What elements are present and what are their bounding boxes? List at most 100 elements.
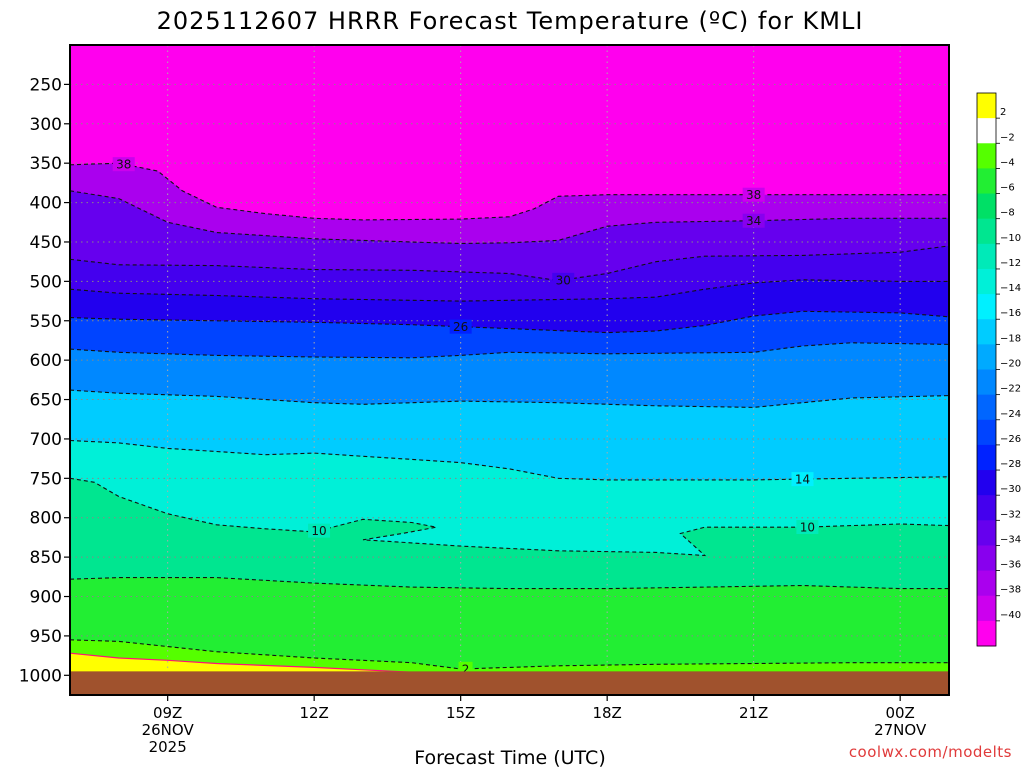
isotherm-label: 38: [116, 158, 131, 172]
y-tick-label: 700: [30, 430, 62, 450]
isotherm-label-bg: [552, 272, 575, 287]
x-tick-label: 09Z: [153, 704, 182, 722]
colorbar-label: −28: [1000, 459, 1021, 470]
colorbar-label: −6: [1000, 183, 1015, 194]
colorbar-swatch: [977, 193, 996, 220]
colorbar-swatch: [977, 570, 996, 597]
isotherm-label: 10: [800, 521, 815, 535]
colorbar-label: −22: [1000, 384, 1021, 395]
colorbar-swatch: [977, 143, 996, 169]
colorbar-swatch: [977, 168, 996, 195]
colorbar-swatch: [977, 444, 996, 471]
colorbar-label: −4: [1000, 157, 1015, 168]
x-tick-label: 00Z: [885, 704, 914, 722]
credit-text: coolwx.com/modelts: [849, 743, 1012, 761]
colorbar-label: −14: [1000, 283, 1021, 294]
colorbar-label: −32: [1000, 509, 1021, 520]
isotherm-label-bg: [791, 472, 814, 487]
isotherm-label-bg: [308, 523, 331, 538]
chart-title: 2025112607 HRRR Forecast Temperature (ºC…: [157, 7, 864, 35]
colorbar-label: −30: [1000, 484, 1021, 495]
isotherm-label: 38: [746, 188, 761, 202]
colorbar-swatch: [977, 369, 996, 396]
colorbar-legend: 2 −2 −4 −6 −8 −10 −12 −14 −16 −18 −20 −22 −24 −26 −28 −…: [976, 92, 1021, 647]
colorbar-swatch: [977, 93, 996, 119]
colorbar-label: −18: [1000, 333, 1021, 344]
colorbar-swatch: [977, 118, 996, 144]
x-tick-label: 12Z: [299, 704, 328, 722]
isotherm-label: 30: [556, 273, 571, 287]
y-tick-label: 400: [30, 194, 62, 214]
plot-area: 38 38 34 30 26 14 10 10 2: [70, 45, 949, 695]
isotherm-label-bg: [742, 187, 765, 202]
colorbar-swatch: [977, 419, 996, 446]
y-tick-label: 500: [30, 272, 62, 292]
colorbar-swatch: [977, 268, 996, 295]
colorbar-swatch: [977, 520, 996, 546]
colorbar-label: −24: [1000, 409, 1021, 420]
isotherm-line: [70, 245, 949, 282]
x-tick-label: 21Z: [739, 704, 768, 722]
y-tick-label: 1000: [19, 666, 62, 686]
colorbar-label: −10: [1000, 233, 1021, 244]
isotherm-line: [70, 190, 949, 245]
colorbar-label: 2: [1000, 107, 1006, 118]
colorbar-swatch: [977, 218, 996, 245]
isotherm-line: [70, 577, 949, 590]
colorbar-label: −40: [1000, 610, 1021, 621]
colorbar-label: −8: [1000, 208, 1015, 219]
colorbar-swatch: [977, 319, 996, 345]
y-tick-label: 350: [30, 154, 62, 174]
isotherm-line: [70, 439, 949, 481]
ground-surface: [70, 671, 949, 695]
colorbar-label: −34: [1000, 534, 1021, 545]
isotherm-line: [70, 279, 949, 302]
y-tick-label: 450: [30, 233, 62, 253]
isotherm-label-bg: [112, 157, 135, 172]
colorbar-label: −12: [1000, 258, 1021, 269]
y-tick-label: 800: [30, 509, 62, 529]
colorbar-swatch: [977, 243, 996, 270]
x-axis-title: Forecast Time (UTC): [414, 747, 605, 768]
isotherm-line: [70, 639, 949, 670]
colorbar-swatch: [977, 595, 996, 622]
colorbar-swatch: [977, 470, 996, 496]
isotherm-line: [70, 342, 949, 359]
x-tick-label: 18Z: [592, 704, 621, 722]
y-tick-label: 950: [30, 627, 62, 647]
colorbar-swatch: [977, 620, 996, 647]
colorbar-label: −36: [1000, 560, 1021, 571]
isotherm-label-bg: [796, 520, 819, 535]
colorbar-label: −20: [1000, 359, 1021, 370]
isotherm-label-bg: [742, 213, 765, 228]
isotherm-label: 34: [746, 214, 761, 228]
y-tick-label: 300: [30, 115, 62, 135]
isotherm-label: 14: [795, 473, 810, 487]
x-tick-label: 26NOV: [142, 721, 195, 739]
y-tick-label: 250: [30, 75, 62, 95]
x-tick-label: 2025: [149, 738, 187, 756]
isotherm-label-bg: [449, 319, 472, 334]
colorbar-swatch: [977, 294, 996, 320]
colorbar-label: −26: [1000, 434, 1021, 445]
x-tick-label: 27NOV: [874, 721, 927, 739]
colorbar-swatch: [977, 495, 996, 521]
isotherm-label: 2: [462, 662, 470, 676]
colorbar-swatch: [977, 394, 996, 421]
isotherm-label: 10: [311, 524, 326, 538]
colorbar-label: −16: [1000, 308, 1021, 319]
colorbar-label: −2: [1000, 132, 1015, 143]
y-tick-label: 900: [30, 588, 62, 608]
y-tick-label: 600: [30, 351, 62, 371]
colorbar-swatch: [977, 344, 996, 370]
colorbar-swatch: [977, 545, 996, 572]
isotherm-label: 26: [453, 320, 468, 334]
y-tick-label: 550: [30, 312, 62, 332]
y-tick-label: 650: [30, 391, 62, 411]
y-tick-label: 850: [30, 548, 62, 568]
y-tick-label: 750: [30, 469, 62, 489]
plot-frame: [69, 44, 950, 696]
x-tick-label: 15Z: [446, 704, 475, 722]
